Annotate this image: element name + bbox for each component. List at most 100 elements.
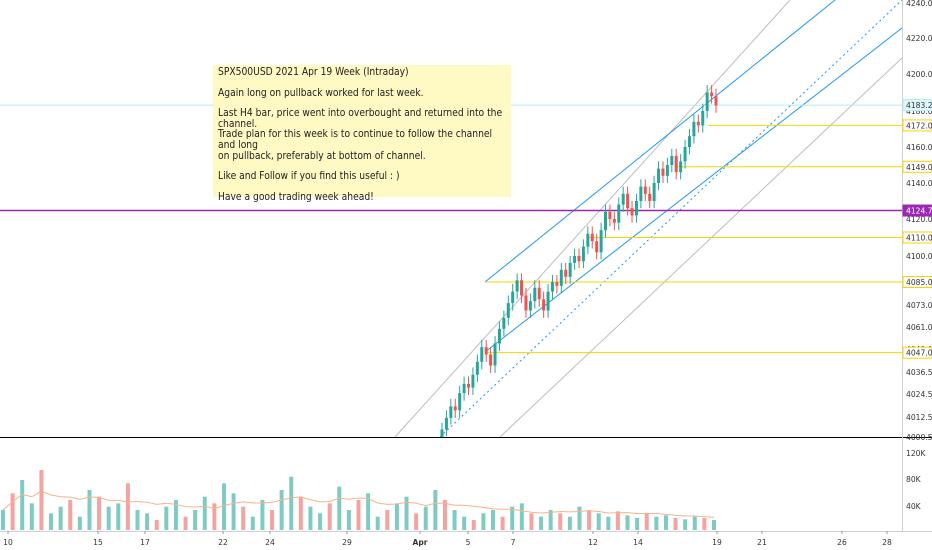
time-tick-label: 14 bbox=[633, 538, 643, 547]
candle-body bbox=[577, 256, 581, 262]
candle-body bbox=[661, 168, 665, 176]
volume-bar bbox=[414, 513, 419, 530]
volume-bar bbox=[385, 510, 390, 530]
candle-body bbox=[630, 208, 634, 216]
price-tick-label: 4024.5 bbox=[906, 390, 932, 399]
volume-bar bbox=[318, 513, 323, 530]
volume-bar bbox=[154, 520, 159, 530]
candle-body bbox=[484, 347, 488, 355]
candle-body bbox=[643, 186, 647, 194]
volume-tick-label: 80K bbox=[906, 475, 922, 484]
price-tick-label: 4073.0 bbox=[906, 301, 932, 310]
candle-body bbox=[506, 303, 510, 318]
volume-bar bbox=[510, 506, 515, 530]
candle-body bbox=[639, 186, 643, 201]
outer-channel-upper bbox=[394, 0, 791, 438]
time-tick-label: 15 bbox=[93, 538, 103, 547]
volume-bar bbox=[558, 513, 563, 530]
candle-body bbox=[692, 121, 696, 137]
candle-body bbox=[714, 96, 718, 106]
candle-body bbox=[550, 282, 554, 292]
candle-body bbox=[480, 347, 484, 362]
volume-bar bbox=[615, 511, 620, 530]
volume-bar bbox=[346, 510, 351, 530]
level-label: 4085.0 bbox=[906, 278, 932, 287]
time-tick-label: 29 bbox=[342, 538, 352, 547]
volume-bar bbox=[712, 520, 716, 530]
last-price-label: 4183.2 bbox=[906, 101, 932, 110]
note-title: SPX500USD 2021 Apr 19 Week (Intraday) bbox=[218, 67, 409, 78]
level-label-box bbox=[902, 119, 932, 132]
volume-bar bbox=[212, 503, 217, 530]
volume-bar bbox=[452, 510, 457, 530]
volume-bar bbox=[356, 500, 361, 530]
outer-channel-lower bbox=[499, 57, 903, 438]
volume-bar bbox=[462, 516, 467, 530]
candle-body bbox=[502, 317, 506, 329]
candle-body bbox=[444, 417, 448, 430]
volume-bar bbox=[683, 519, 688, 530]
volume-tick-label: 40K bbox=[906, 502, 922, 511]
volume-bar bbox=[423, 506, 428, 530]
volume-bar bbox=[433, 490, 438, 530]
volume-bar bbox=[260, 500, 265, 530]
candle-body bbox=[634, 201, 638, 216]
candle-body bbox=[515, 280, 519, 292]
time-tick-label: 17 bbox=[140, 538, 150, 547]
candle-body bbox=[604, 211, 608, 231]
volume-bar bbox=[10, 493, 15, 530]
volume-bar bbox=[1, 510, 5, 530]
volume-bar bbox=[692, 516, 697, 530]
volume-bar bbox=[145, 513, 150, 530]
candle-body bbox=[546, 291, 550, 311]
candle-body bbox=[564, 269, 568, 277]
volume-bar bbox=[39, 470, 44, 530]
time-tick-label: 12 bbox=[588, 538, 598, 547]
channel-mid-line bbox=[439, 0, 903, 438]
volume-bar bbox=[625, 515, 630, 530]
volume-bar bbox=[702, 518, 707, 530]
volume-bar bbox=[250, 516, 255, 530]
volume-bar bbox=[567, 516, 572, 530]
volume-bar bbox=[442, 500, 447, 530]
candle-body bbox=[696, 121, 700, 126]
volume-bar bbox=[663, 515, 668, 530]
level-label: 4124.7 bbox=[906, 207, 932, 216]
volume-bar bbox=[106, 506, 111, 530]
candle-body bbox=[471, 374, 475, 388]
candle-body bbox=[621, 193, 625, 205]
candle-body bbox=[453, 406, 457, 411]
candle-body bbox=[626, 193, 630, 209]
trade-plan-note[interactable]: SPX500USD 2021 Apr 19 Week (Intraday) Ag… bbox=[213, 65, 511, 202]
volume-bar bbox=[337, 486, 342, 530]
note-paragraph-4: Have a good trading week ahead! bbox=[218, 191, 374, 203]
volume-bar bbox=[164, 506, 169, 530]
price-tick-label: 4160.0 bbox=[906, 143, 932, 152]
volume-bar bbox=[87, 490, 92, 530]
candle-body bbox=[652, 183, 656, 201]
candle-body bbox=[710, 92, 714, 97]
price-tick-label: 4036.5 bbox=[906, 368, 932, 377]
candle-body bbox=[612, 219, 616, 223]
candle-body bbox=[701, 111, 705, 126]
volume-bar bbox=[587, 510, 592, 530]
candle-body bbox=[705, 92, 709, 111]
volume-bar bbox=[279, 490, 284, 530]
volume-bar bbox=[77, 516, 82, 530]
volume-bar bbox=[58, 506, 63, 530]
volume-tick-label: 120K bbox=[906, 449, 926, 458]
candle-body bbox=[586, 233, 590, 247]
candle-body bbox=[657, 168, 661, 183]
time-tick-label: 21 bbox=[757, 538, 767, 547]
candle-body bbox=[520, 280, 524, 296]
volume-bar bbox=[491, 510, 496, 530]
candle-body bbox=[679, 161, 683, 173]
volume-bar bbox=[270, 510, 275, 530]
level-label-box bbox=[902, 204, 932, 217]
candle-body bbox=[665, 165, 669, 176]
volume-bar bbox=[241, 506, 246, 530]
level-label-box bbox=[902, 346, 932, 359]
volume-bar bbox=[308, 506, 313, 530]
volume-bar bbox=[644, 513, 649, 530]
